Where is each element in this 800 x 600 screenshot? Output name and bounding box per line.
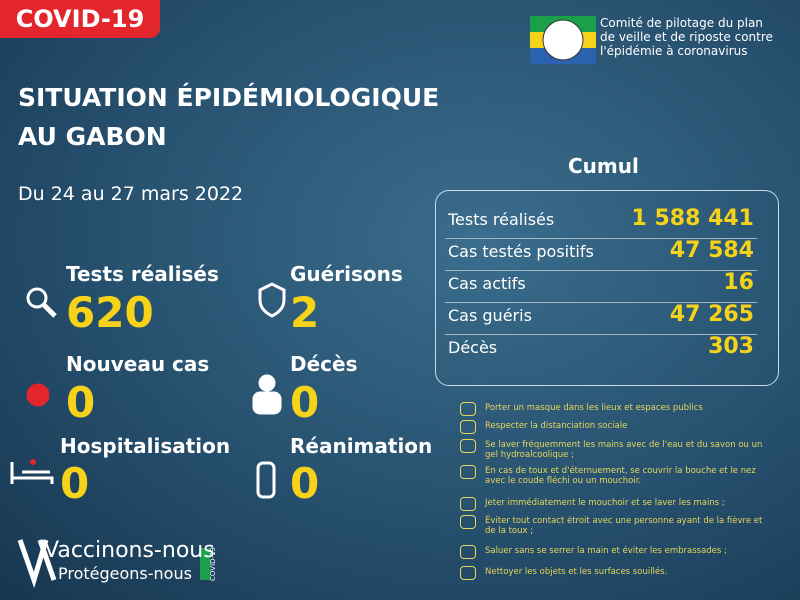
cumul-label: Décès [448, 338, 498, 357]
advice-icon [460, 515, 476, 529]
advice-icon [460, 545, 476, 559]
stat-value: 0 [66, 378, 96, 427]
footer-tag: COVID-19 [208, 547, 217, 581]
cumul-value: 303 [708, 334, 754, 359]
footer-line: Protégeons-nous [58, 564, 192, 583]
stat-label: Tests réalisés [66, 262, 219, 286]
advice-icon [460, 566, 476, 580]
row-separator [445, 302, 757, 303]
stat-value: 2 [290, 288, 320, 337]
org-line: de veille et de riposte contre [600, 30, 773, 44]
stat-value: 0 [60, 459, 90, 508]
v-logo [17, 539, 57, 589]
row-separator [445, 334, 757, 335]
flag-logo [530, 16, 596, 64]
advice-item: Éviter tout contact étroit avec une pers… [485, 516, 763, 536]
stat-label: Nouveau cas [66, 352, 210, 376]
row-separator [445, 270, 757, 271]
stat-value: 0 [290, 459, 320, 508]
org-line: l'épidémie à coronavirus [600, 44, 748, 58]
cumul-value: 1 588 441 [631, 206, 754, 231]
advice-item: Porter un masque dans les lieux et espac… [485, 403, 703, 413]
org-line: Comité de pilotage du plan [600, 16, 763, 30]
advice-icon [460, 497, 476, 511]
advice-item: Nettoyer les objets et les surfaces soui… [485, 567, 668, 577]
advice-icon [460, 420, 476, 434]
advice-icon [460, 465, 476, 479]
advice-item: Jeter immédiatement le mouchoir et se la… [485, 498, 725, 508]
cumul-box [435, 190, 779, 386]
cumul-value: 16 [723, 270, 754, 295]
cumul-value: 47 584 [669, 238, 754, 263]
cumul-value: 47 265 [669, 302, 754, 327]
cumul-label: Cas guéris [448, 306, 532, 325]
footer-line: Vaccinons-nous [44, 538, 215, 563]
row-separator [445, 238, 757, 239]
stat-label: Guérisons [290, 262, 403, 286]
advice-item: En cas de toux et d'éternuement, se couv… [485, 466, 756, 486]
cumul-label: Tests réalisés [448, 210, 555, 229]
cumul-title: Cumul [568, 154, 639, 178]
advice-item: Respecter la distanciation sociale [485, 421, 628, 431]
advice-item: Se laver fréquemment les mains avec de l… [485, 440, 763, 460]
cumul-label: Cas testés positifs [448, 242, 594, 261]
stat-label: Décès [290, 352, 358, 376]
cumul-label: Cas actifs [448, 274, 526, 293]
date: Du 24 au 27 mars 2022 [18, 183, 244, 205]
stat-label: Hospitalisation [60, 434, 231, 458]
title-line: SITUATION ÉPIDÉMIOLOGIQUE [18, 83, 440, 112]
stat-label: Réanimation [290, 434, 433, 458]
tag-bg [200, 548, 210, 580]
advice-icon [460, 439, 476, 453]
stat-value: 620 [66, 288, 154, 337]
advice-item: Saluer sans se serrer la main et éviter … [485, 546, 727, 556]
stat-value: 0 [290, 378, 320, 427]
badge: COVID-19 [0, 0, 160, 38]
title-line: AU GABON [18, 122, 167, 151]
advice-icon [460, 402, 476, 416]
icons [10, 282, 286, 499]
